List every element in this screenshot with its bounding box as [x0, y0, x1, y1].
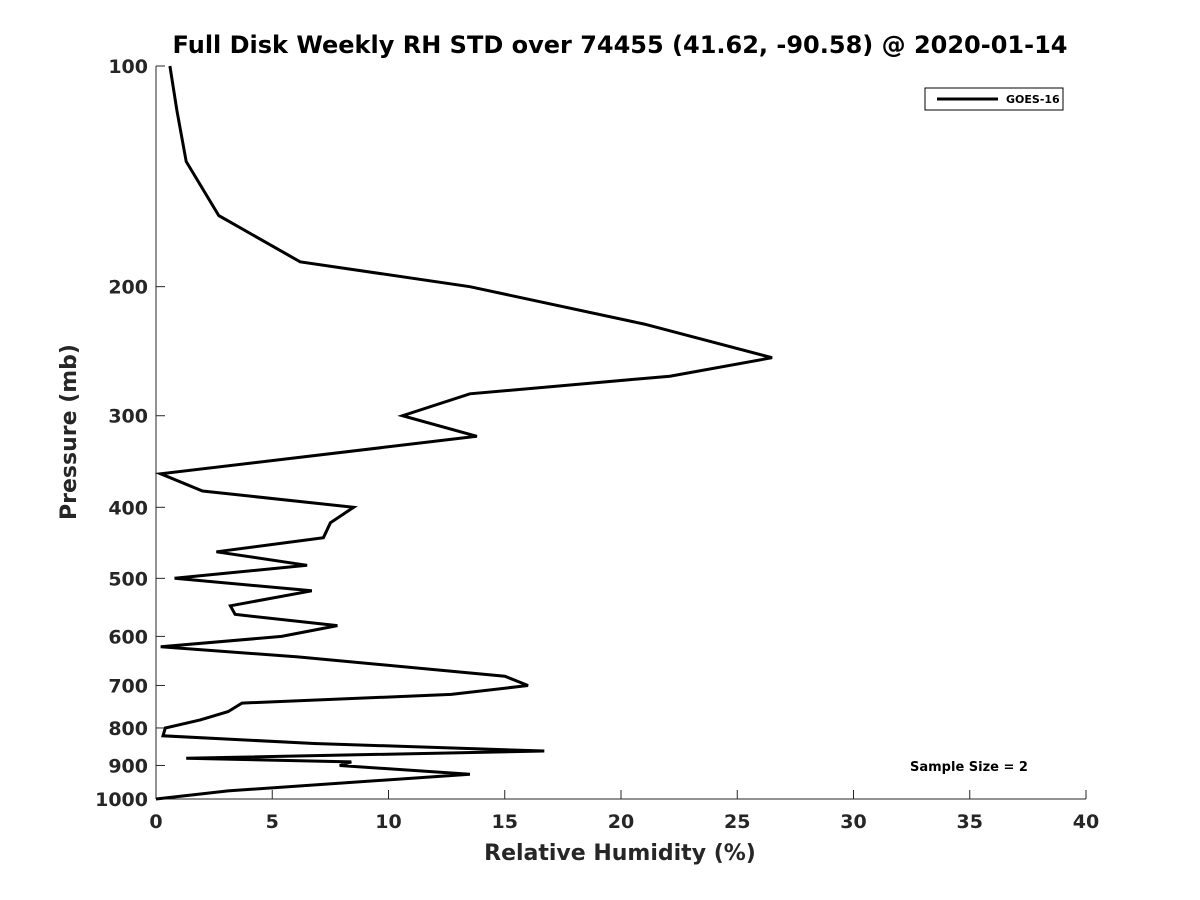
- chart-title: Full Disk Weekly RH STD over 74455 (41.6…: [173, 31, 1068, 59]
- y-tick-label: 600: [108, 626, 148, 648]
- y-tick-label: 200: [108, 277, 148, 299]
- x-axis-label: Relative Humidity (%): [484, 841, 756, 866]
- y-tick-label: 300: [108, 406, 148, 428]
- sample-size-annotation: Sample Size = 2: [910, 760, 1028, 775]
- y-tick-label: 700: [108, 675, 148, 697]
- series-line-goes-16: [154, 65, 773, 801]
- y-axis-label: Pressure (mb): [57, 344, 82, 520]
- plot-area: 0 5 10 15 20 25 30 35 40 100 200 300 400 500 600 700 800…: [95, 56, 1099, 833]
- legend-label-goes-16: GOES-16: [1006, 93, 1060, 106]
- x-tick-label: 30: [840, 811, 866, 833]
- legend: GOES-16: [924, 87, 1064, 111]
- x-tick-label: 0: [149, 811, 162, 833]
- x-tick-label: 20: [608, 811, 634, 833]
- y-tick-label: 900: [108, 755, 148, 777]
- y-tick-label: 800: [108, 718, 148, 740]
- y-tick-label: 500: [108, 568, 148, 590]
- x-tick-label: 25: [724, 811, 750, 833]
- y-tick-label: 400: [108, 497, 148, 519]
- y-tick-label: 1000: [95, 789, 148, 811]
- x-tick-label: 5: [266, 811, 279, 833]
- x-tick-label: 15: [492, 811, 518, 833]
- x-tick-label: 40: [1073, 811, 1099, 833]
- x-tick-label: 10: [375, 811, 401, 833]
- y-tick-label: 100: [108, 56, 148, 78]
- x-tick-label: 35: [957, 811, 983, 833]
